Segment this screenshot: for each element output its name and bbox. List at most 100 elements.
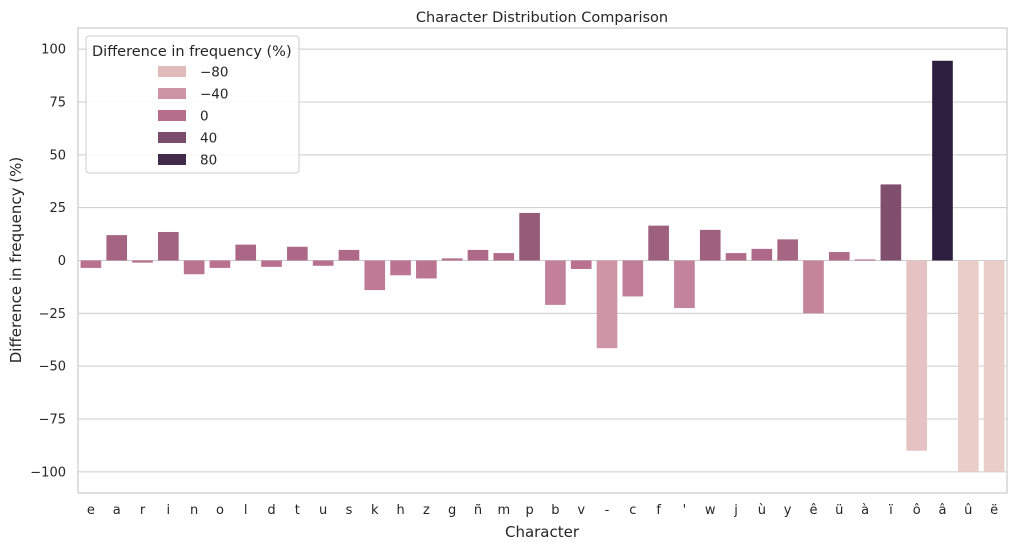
x-tick-label: f	[656, 503, 661, 518]
bar-24	[699, 229, 721, 261]
legend-title: Difference in frequency (%)	[92, 44, 292, 60]
bar-31	[880, 184, 902, 261]
bar-20	[596, 260, 618, 349]
bar-21	[622, 260, 644, 297]
legend: Difference in frequency (%) −80 −40 0 40 80	[85, 35, 300, 174]
x-tick-label: û	[964, 503, 972, 518]
x-tick-label: '	[683, 503, 687, 518]
y-tick-label: 75	[49, 95, 66, 110]
x-tick-label: ê	[809, 503, 817, 518]
bar-19	[570, 260, 592, 269]
x-tick-label: k	[371, 503, 379, 518]
legend-label: 40	[200, 131, 217, 147]
bar-3	[157, 231, 179, 261]
x-tick-label: u	[319, 503, 327, 518]
plot-frame	[77, 27, 1008, 494]
legend-label: −80	[200, 65, 229, 81]
bar-25	[725, 253, 747, 261]
bar-15	[467, 249, 489, 261]
bar-32	[906, 260, 928, 451]
legend-label: 80	[200, 153, 217, 169]
x-axis-title: Character	[505, 523, 580, 541]
x-tick-label: s	[346, 503, 353, 518]
bar-11	[364, 260, 386, 291]
legend-swatch	[158, 154, 186, 165]
x-tick-label: y	[784, 503, 792, 518]
y-tick-labels: −100 −75 −50 −25 0 25 50 75 100	[30, 43, 66, 481]
x-tick-label: e	[87, 503, 95, 518]
x-tick-label: g	[448, 503, 456, 518]
bar-18	[545, 260, 566, 305]
x-tick-label: ô	[913, 503, 921, 518]
x-tick-label: n	[190, 503, 198, 518]
x-tick-label: m	[497, 503, 510, 518]
y-tick-label: −100	[30, 465, 66, 480]
y-tick-label: −25	[39, 307, 66, 322]
bar-0	[80, 260, 102, 268]
x-tick-label: d	[267, 503, 275, 518]
bar-33	[932, 60, 953, 261]
y-tick-label: 100	[41, 43, 66, 58]
legend-swatch	[158, 110, 186, 121]
bar-7	[261, 260, 282, 267]
y-tick-label: 0	[58, 254, 66, 269]
x-tick-label: o	[216, 503, 224, 518]
legend-box	[85, 35, 300, 174]
legend-label: 0	[200, 109, 209, 125]
bar-6	[235, 244, 257, 261]
x-tick-label: t	[295, 503, 300, 518]
bar-13	[416, 260, 437, 279]
bar-10	[338, 249, 360, 261]
legend-swatch	[158, 88, 186, 99]
bar-35	[983, 260, 1005, 472]
y-tick-label: −50	[39, 360, 66, 375]
x-tick-label: ñ	[474, 503, 482, 518]
x-tick-label: v	[577, 503, 585, 518]
x-tick-label: à	[861, 503, 869, 518]
y-tick-label: −75	[39, 413, 66, 428]
bar-8	[287, 246, 308, 261]
bar-30	[854, 259, 876, 261]
legend-swatch	[158, 132, 186, 143]
x-tick-label: r	[140, 503, 146, 518]
x-tick-label: â	[939, 503, 947, 518]
x-tick-label: c	[629, 503, 636, 518]
bar-4	[183, 260, 205, 275]
x-tick-label: ë	[990, 503, 998, 518]
x-tick-labels: e a r i n o l d t u s k h z g ñ m p b v - c f ' w j ù y ê ü à ï ô â û ë	[87, 503, 998, 518]
x-tick-label: ù	[758, 503, 766, 518]
x-tick-label: -	[605, 503, 610, 518]
bar-27	[777, 239, 798, 261]
bar-5	[209, 260, 231, 268]
x-tick-label: a	[113, 503, 121, 518]
x-tick-label: j	[733, 503, 738, 518]
legend-entries: −80 −40 0 40 80	[158, 65, 229, 169]
y-axis-title: Difference in frequency (%)	[7, 157, 25, 364]
x-tick-label: p	[525, 503, 533, 518]
chart-title: Character Distribution Comparison	[416, 10, 668, 26]
x-tick-label: w	[705, 503, 716, 518]
bar-34	[957, 260, 979, 472]
legend-label: −40	[200, 87, 229, 103]
bar-12	[390, 260, 411, 276]
bar-28	[803, 260, 824, 314]
y-tick-label: 25	[49, 201, 66, 216]
y-tick-label: 50	[49, 148, 66, 163]
bar-1	[106, 235, 128, 261]
bar-29	[828, 252, 850, 261]
bar-9	[312, 260, 334, 266]
bar-2	[132, 260, 153, 263]
bar-14	[441, 258, 463, 261]
x-tick-label: h	[396, 503, 404, 518]
x-tick-label: ü	[835, 503, 843, 518]
bar-23	[674, 260, 695, 309]
legend-swatch	[158, 66, 186, 77]
x-tick-label: z	[423, 503, 430, 518]
x-tick-label: i	[167, 503, 171, 518]
x-tick-label: l	[244, 503, 248, 518]
x-tick-label: ï	[888, 503, 893, 518]
bars	[80, 60, 1005, 472]
bar-17	[519, 212, 540, 261]
